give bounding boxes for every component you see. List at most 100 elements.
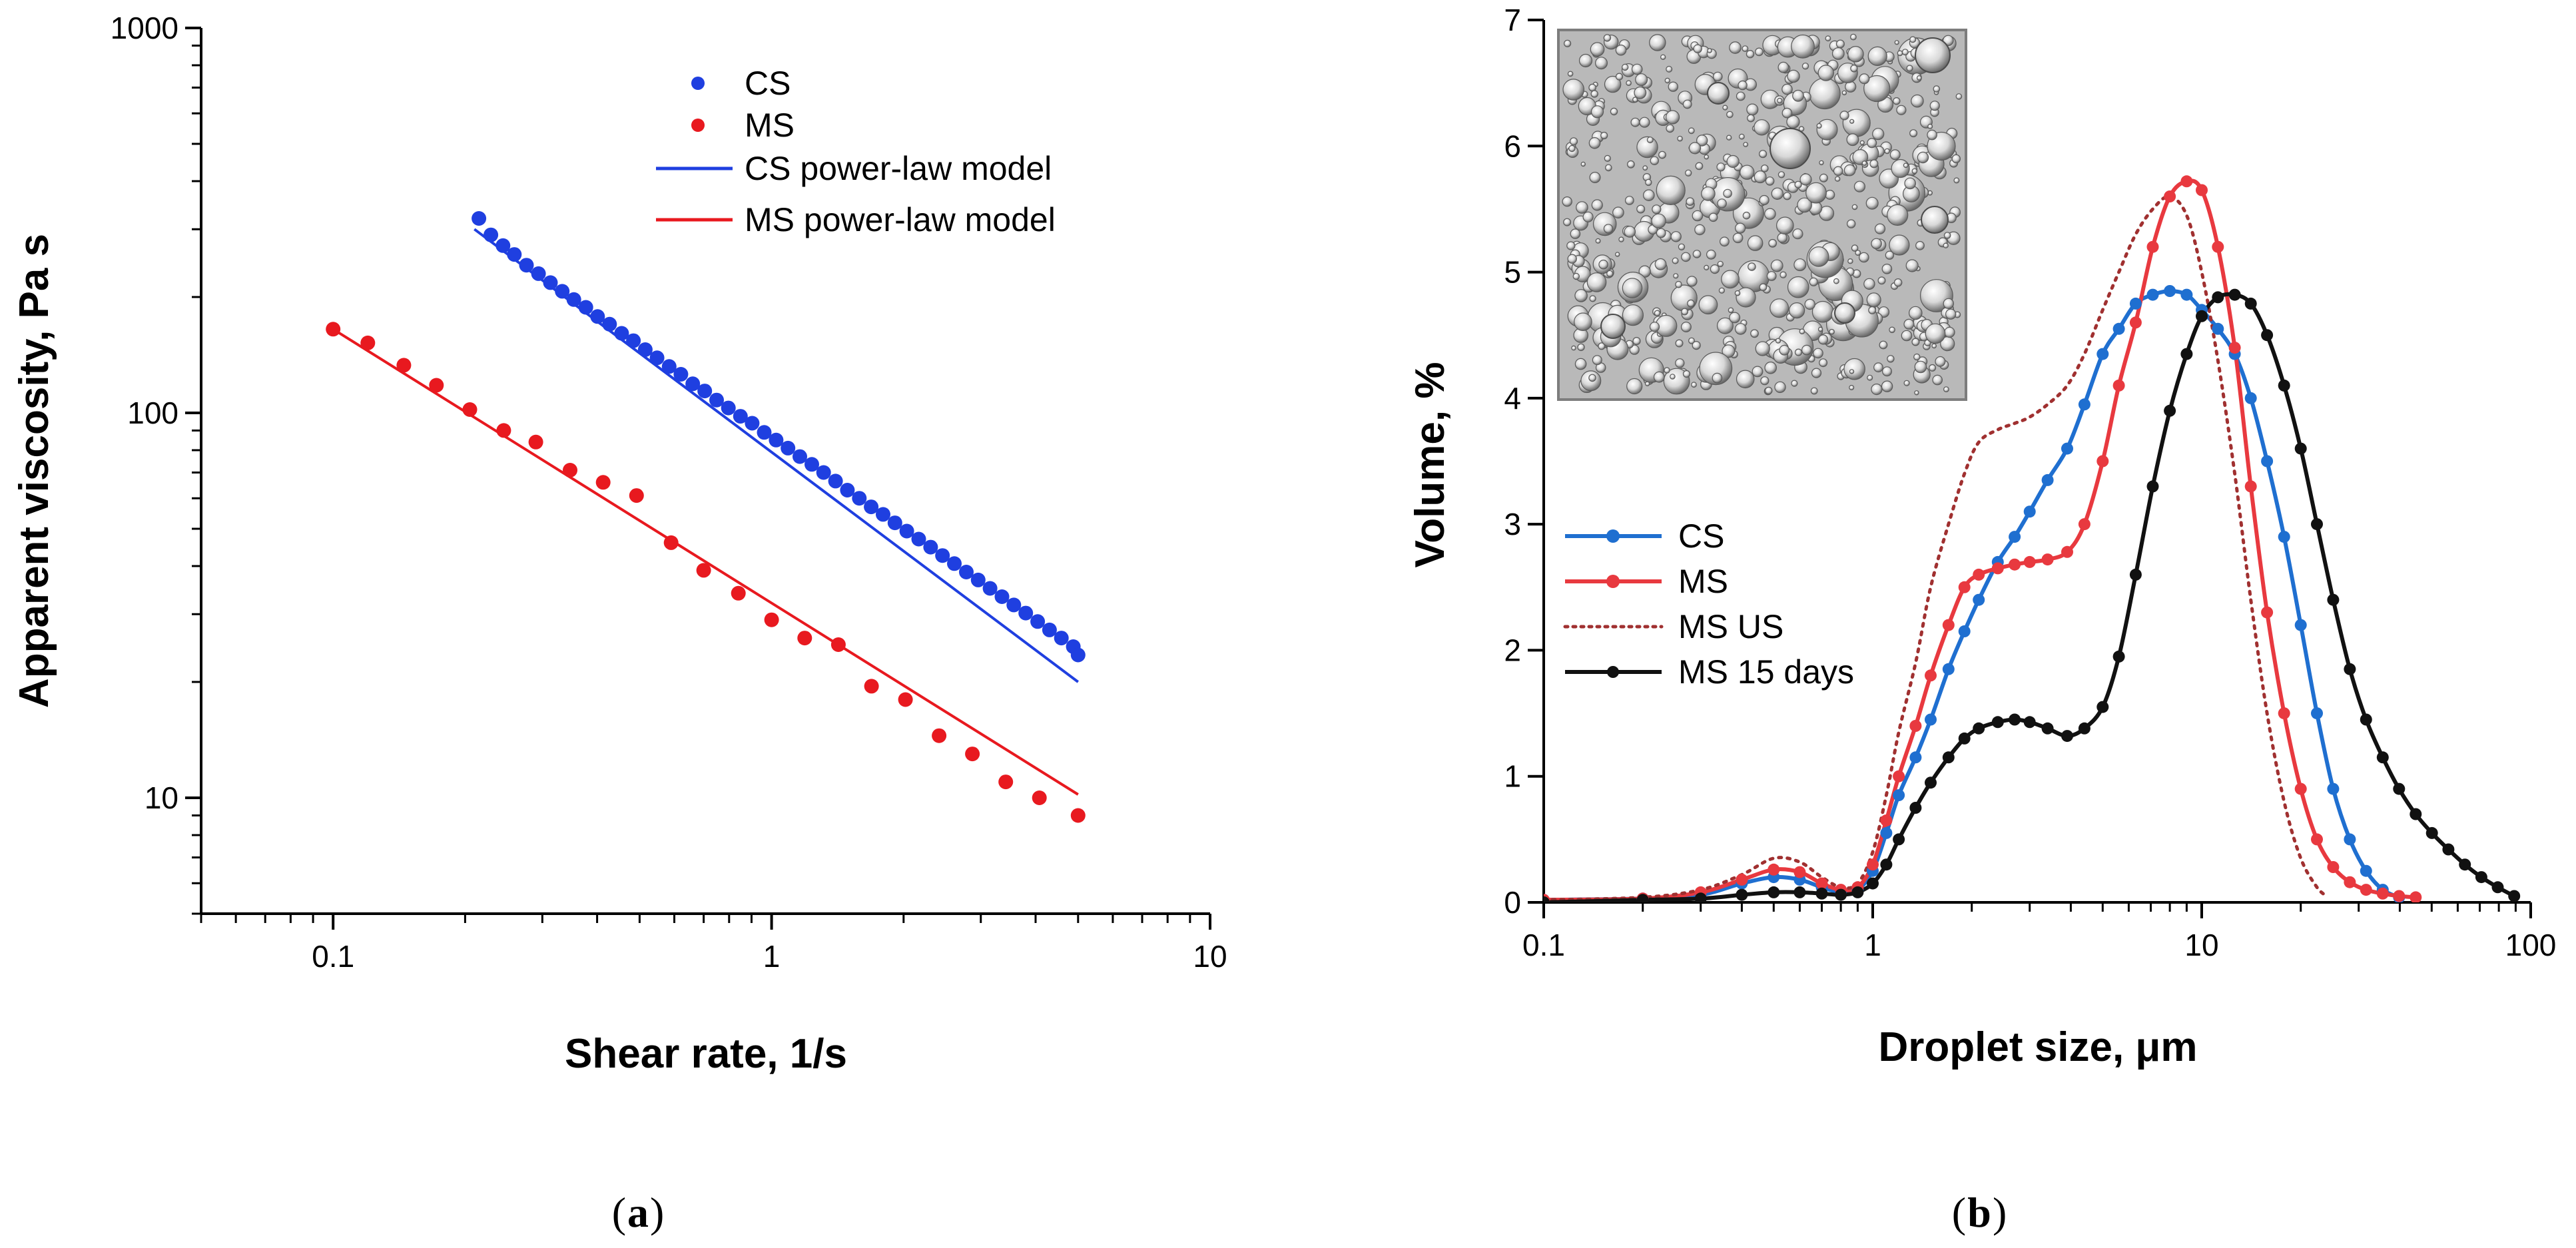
inset-droplet	[1933, 85, 1941, 93]
inset-droplet	[1846, 219, 1856, 228]
inset-droplet	[1590, 105, 1604, 119]
data-point	[663, 535, 679, 550]
inset-droplet	[1692, 250, 1702, 258]
inset-droplet	[1879, 340, 1888, 350]
inset-droplet	[1794, 180, 1802, 188]
data-point	[1973, 593, 1985, 606]
inset-droplet	[1914, 390, 1919, 396]
inset-droplet	[1726, 135, 1732, 141]
inset-droplet	[1747, 235, 1764, 251]
inset-droplet	[1621, 63, 1629, 71]
inset-droplet	[1873, 362, 1883, 373]
inset-droplet	[1817, 65, 1834, 81]
inset-droplet	[1911, 94, 1924, 108]
inset-droplet	[1722, 344, 1736, 358]
inset-droplet	[1614, 252, 1620, 257]
inset-droplet	[1592, 212, 1617, 236]
inset-droplet	[1694, 224, 1706, 236]
data-point	[2129, 297, 2142, 310]
inset-micrograph	[1557, 29, 1967, 401]
data-point	[709, 392, 724, 408]
data-point	[429, 378, 444, 393]
data-point	[2491, 881, 2504, 894]
inset-droplet	[1622, 304, 1644, 326]
data-point	[626, 333, 641, 348]
data-point	[2278, 707, 2290, 720]
data-point	[1042, 622, 1057, 637]
inset-droplet	[1649, 34, 1666, 51]
inset-droplet	[1779, 344, 1790, 356]
data-point	[764, 612, 779, 627]
data-point	[685, 376, 701, 392]
data-point	[2146, 480, 2159, 493]
data-point	[2009, 713, 2021, 726]
inset-droplet	[1750, 329, 1759, 338]
inset-droplet	[1943, 298, 1954, 310]
chart-a-xlabel: Shear rate, 1/s	[565, 1031, 847, 1077]
inset-droplet	[1916, 75, 1922, 81]
data-point	[2244, 480, 2257, 493]
inset-droplet	[1642, 165, 1648, 171]
inset-droplet-large	[1834, 302, 1855, 324]
inset-droplet	[1743, 142, 1749, 147]
data-point	[793, 449, 807, 464]
chart-b-legend: CS MS MS US MS 15 days	[1563, 517, 1854, 691]
inset-droplet	[1562, 79, 1584, 101]
inset-droplets	[1562, 33, 1963, 396]
data-point	[462, 402, 478, 417]
inset-droplet	[1825, 35, 1831, 42]
inset-droplet	[1791, 34, 1815, 59]
data-point	[2041, 722, 2054, 735]
svg-text:): )	[1993, 1189, 2007, 1236]
inset-droplet	[1564, 39, 1572, 47]
inset-droplet	[1747, 114, 1755, 123]
inset-droplet	[1651, 213, 1666, 228]
inset-droplet	[1675, 339, 1684, 348]
chart-b: 0.1 1 10 100 0 1 2 3 4 5 6 7 Droplet size, μm Volu…	[1407, 3, 2556, 1070]
data-point	[2180, 288, 2193, 301]
data-point	[828, 473, 843, 489]
inset-droplet	[1752, 366, 1764, 378]
inset-droplet	[1631, 63, 1643, 75]
data-point	[2376, 751, 2389, 764]
inset-droplet	[1889, 234, 1910, 256]
legend-a-cs-model-label: CS power-law model	[745, 150, 1052, 187]
data-point	[2078, 398, 2091, 411]
inset-droplet	[1658, 151, 1666, 159]
inset-droplet	[1738, 133, 1745, 140]
inset-droplet	[1654, 310, 1661, 316]
inset-droplet	[1771, 187, 1783, 200]
inset-droplet	[1590, 42, 1605, 57]
data-point	[2327, 782, 2340, 795]
inset-droplet	[1748, 262, 1756, 271]
inset-droplet	[1580, 161, 1586, 167]
data-point	[947, 556, 962, 571]
data-point	[2311, 833, 2323, 846]
inset-droplet	[1635, 73, 1648, 87]
data-point	[1991, 716, 2004, 729]
data-point	[2344, 876, 2356, 888]
inset-droplet	[1632, 336, 1641, 346]
inset-droplet	[1687, 299, 1695, 308]
inset-droplet	[1686, 197, 1695, 206]
data-point	[2096, 455, 2109, 468]
inset-droplet	[1881, 263, 1893, 274]
caption-b: ( b )	[1952, 1189, 2007, 1236]
data-point	[2164, 404, 2176, 417]
inset-droplet	[1871, 238, 1882, 250]
inset-droplet	[1768, 238, 1777, 248]
data-point	[2196, 310, 2208, 322]
inset-droplet	[1574, 358, 1587, 370]
inset-droplet	[1639, 117, 1650, 128]
data-point	[840, 483, 855, 497]
inset-droplet	[1851, 244, 1859, 252]
caption-a: ( a )	[612, 1189, 665, 1236]
inset-droplet	[1646, 137, 1654, 144]
y-tick-label: 5	[1504, 255, 1521, 290]
data-point	[757, 425, 772, 440]
inset-droplet	[1645, 178, 1652, 186]
inset-droplet	[1896, 105, 1907, 115]
data-point	[852, 491, 867, 506]
data-point	[1835, 888, 1847, 901]
inset-droplet	[1764, 208, 1776, 220]
